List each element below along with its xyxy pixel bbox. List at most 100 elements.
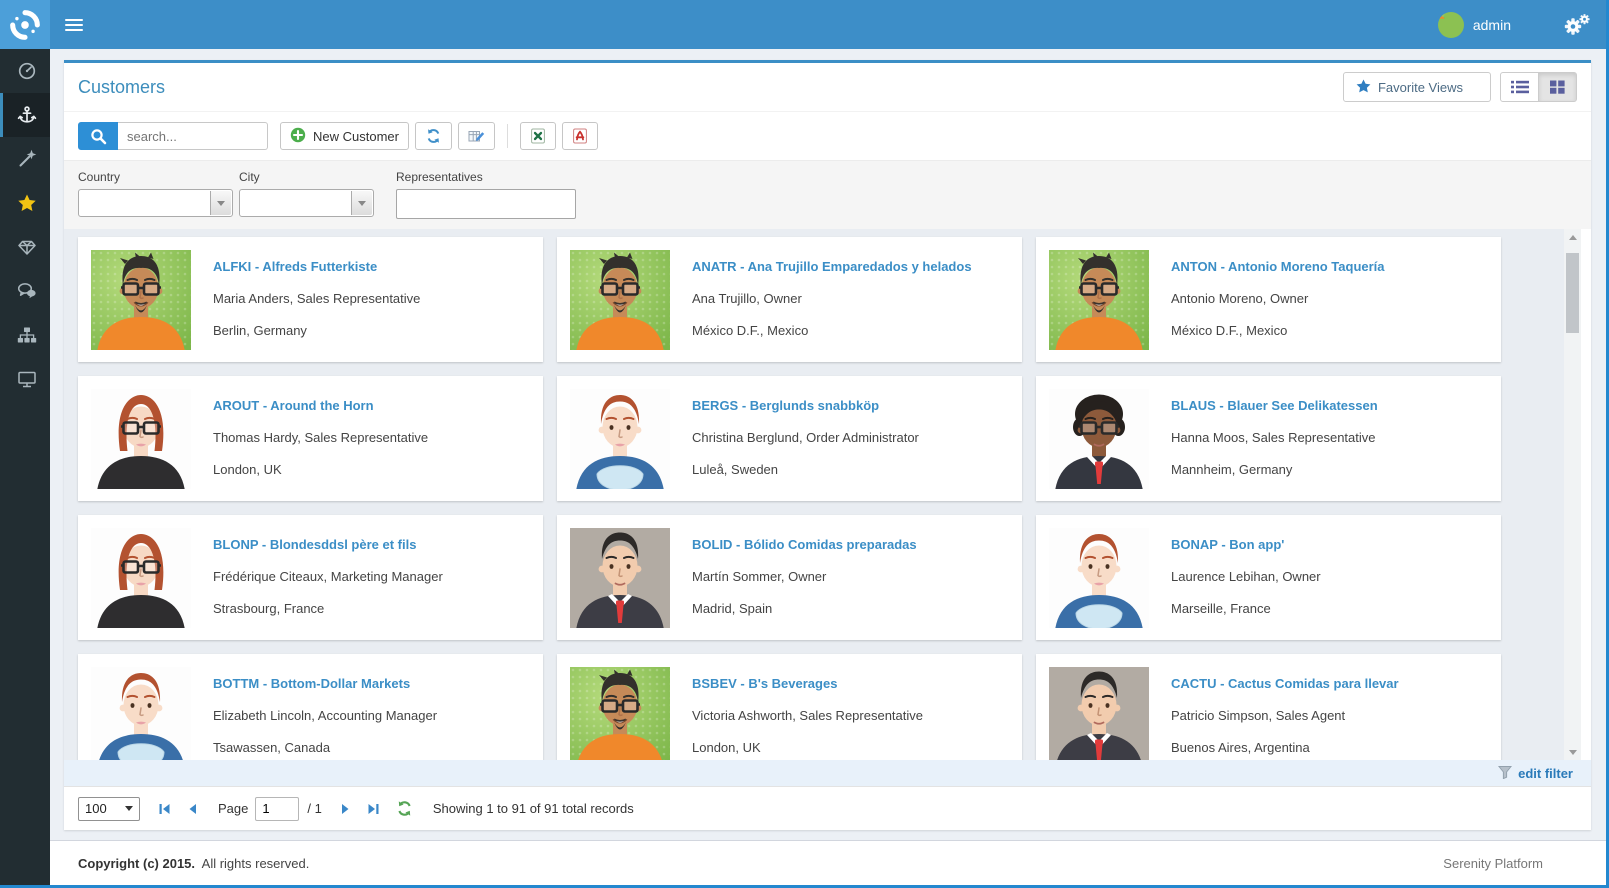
customer-title[interactable]: ANTON - Antonio Moreno Taquería [1171, 259, 1385, 274]
toolbar-separator [506, 124, 508, 148]
search-button[interactable] [78, 122, 118, 150]
customer-title[interactable]: AROUT - Around the Horn [213, 398, 374, 413]
edit-filter-strip: edit filter [64, 760, 1591, 786]
page-footer: Copyright (c) 2015. All rights reserved.… [50, 840, 1609, 885]
customer-card-text: BSBEV - B's Beverages Victoria Ashworth,… [692, 667, 923, 760]
city-filter-select[interactable] [239, 189, 374, 217]
customer-title[interactable]: ANATR - Ana Trujillo Emparedados y helad… [692, 259, 972, 274]
customer-contact: Christina Berglund, Order Administrator [692, 430, 919, 445]
customer-card[interactable]: ANTON - Antonio Moreno Taquería Antonio … [1036, 237, 1501, 362]
sidebar-item-forum[interactable] [0, 269, 50, 313]
customer-card[interactable]: BLAUS - Blauer See Delikatessen Hanna Mo… [1036, 376, 1501, 501]
customer-title[interactable]: CACTU - Cactus Comidas para llevar [1171, 676, 1399, 691]
export-pdf-button[interactable] [561, 122, 598, 150]
customer-title[interactable]: BLONP - Blondesddsl père et fils [213, 537, 417, 552]
customer-location: Tsawassen, Canada [213, 740, 331, 755]
select-caret-icon [210, 191, 231, 215]
column-picker-button[interactable] [457, 122, 495, 150]
new-customer-label: New Customer [313, 128, 399, 144]
gears-icon[interactable] [1563, 13, 1591, 37]
customer-location: Madrid, Spain [692, 601, 773, 616]
customer-card-text: BOLID - Bólido Comidas preparadas Martín… [692, 528, 917, 627]
customer-card[interactable]: BOLID - Bólido Comidas preparadas Martín… [557, 515, 1022, 640]
card-grid-area: ALFKI - Alfreds Futterkiste Maria Anders… [64, 229, 1581, 760]
sidebar-item-organization[interactable] [0, 313, 50, 357]
customer-card-text: ANATR - Ana Trujillo Emparedados y helad… [692, 250, 972, 349]
pager-refresh-icon[interactable] [396, 800, 413, 817]
scrollbar-thumb[interactable] [1566, 253, 1579, 333]
select-caret-icon [125, 806, 133, 811]
search-icon [90, 128, 106, 144]
next-page-button[interactable] [338, 802, 352, 816]
customer-card[interactable]: ALFKI - Alfreds Futterkiste Maria Anders… [78, 237, 543, 362]
customer-location: México D.F., Mexico [692, 323, 809, 338]
gem-icon [17, 237, 37, 257]
customer-card[interactable]: BERGS - Berglunds snabbköp Christina Ber… [557, 376, 1022, 501]
refresh-icon [427, 129, 440, 143]
page-number-input[interactable] [255, 796, 300, 821]
sidebar-item-samples[interactable] [0, 137, 50, 181]
edit-filter-link[interactable]: edit filter [1518, 765, 1573, 781]
user-avatar[interactable] [1437, 11, 1464, 38]
customer-card[interactable]: BONAP - Bon app' Laurence Lebihan, Owner… [1036, 515, 1501, 640]
search-input[interactable] [118, 122, 268, 150]
column-picker-icon [468, 131, 485, 142]
export-excel-button[interactable] [519, 122, 556, 150]
customer-card[interactable]: BLONP - Blondesddsl père et fils Frédéri… [78, 515, 543, 640]
customer-location: London, UK [213, 462, 282, 477]
customer-card[interactable]: BSBEV - B's Beverages Victoria Ashworth,… [557, 654, 1022, 760]
first-page-button[interactable] [158, 802, 172, 816]
customer-avatar [91, 250, 191, 350]
window-right-edge [1606, 0, 1609, 888]
customer-card[interactable]: BOTTM - Bottom-Dollar Markets Elizabeth … [78, 654, 543, 760]
sidebar-item-northwind[interactable] [0, 93, 50, 137]
customer-location: Marseille, France [1171, 601, 1271, 616]
star-icon [17, 193, 37, 213]
representatives-filter-input[interactable] [396, 189, 576, 219]
country-filter-label: Country [78, 170, 121, 184]
funnel-icon [1498, 765, 1513, 782]
customer-location: México D.F., Mexico [1171, 323, 1288, 338]
scrollbar-track[interactable] [1564, 229, 1581, 760]
last-page-button[interactable] [366, 802, 380, 816]
username-label[interactable]: admin [1472, 16, 1511, 33]
customer-card-text: BONAP - Bon app' Laurence Lebihan, Owner… [1171, 528, 1321, 627]
customer-avatar [570, 667, 670, 760]
sidebar-toggle-button[interactable] [65, 18, 83, 31]
customer-card-text: ALFKI - Alfreds Futterkiste Maria Anders… [213, 250, 420, 349]
customer-card-text: BOTTM - Bottom-Dollar Markets Elizabeth … [213, 667, 437, 760]
wand-icon [17, 149, 37, 169]
grid-icon [1550, 80, 1565, 94]
scrollbar-down-arrow[interactable] [1564, 744, 1581, 760]
refresh-grid-button[interactable] [414, 122, 452, 150]
sidebar-item-ui-elements[interactable] [0, 225, 50, 269]
customer-title[interactable]: BONAP - Bon app' [1171, 537, 1285, 552]
new-customer-button[interactable]: New Customer [280, 122, 409, 150]
sidebar-item-dashboard[interactable] [0, 49, 50, 93]
sidebar-item-theme[interactable] [0, 357, 50, 401]
customer-title[interactable]: BOTTM - Bottom-Dollar Markets [213, 676, 411, 691]
view-toggle-group [1500, 72, 1577, 102]
customer-card[interactable]: AROUT - Around the Horn Thomas Hardy, Sa… [78, 376, 543, 501]
sidebar-item-favorites[interactable] [0, 181, 50, 225]
customer-card[interactable]: ANATR - Ana Trujillo Emparedados y helad… [557, 237, 1022, 362]
page-size-select[interactable]: 100 [78, 796, 140, 821]
customer-contact: Antonio Moreno, Owner [1171, 291, 1309, 306]
customer-title[interactable]: ALFKI - Alfreds Futterkiste [213, 259, 378, 274]
customer-card-text: BERGS - Berglunds snabbköp Christina Ber… [692, 389, 919, 488]
window-bottom-edge [0, 885, 1609, 888]
scrollbar-up-arrow[interactable] [1564, 229, 1581, 245]
customer-title[interactable]: BERGS - Berglunds snabbköp [692, 398, 880, 413]
customer-card[interactable]: CACTU - Cactus Comidas para llevar Patri… [1036, 654, 1501, 760]
customer-title[interactable]: BSBEV - B's Beverages [692, 676, 838, 691]
list-view-toggle[interactable] [1500, 72, 1539, 102]
app-logo[interactable] [0, 0, 50, 49]
card-view-toggle[interactable] [1538, 72, 1577, 102]
country-filter-select[interactable] [78, 189, 233, 217]
prev-page-button[interactable] [186, 802, 200, 816]
customer-contact: Patricio Simpson, Sales Agent [1171, 708, 1346, 723]
customer-contact: Elizabeth Lincoln, Accounting Manager [213, 708, 438, 723]
customer-title[interactable]: BLAUS - Blauer See Delikatessen [1171, 398, 1378, 413]
favorite-views-button[interactable]: Favorite Views [1342, 72, 1491, 102]
customer-title[interactable]: BOLID - Bólido Comidas preparadas [692, 537, 917, 552]
